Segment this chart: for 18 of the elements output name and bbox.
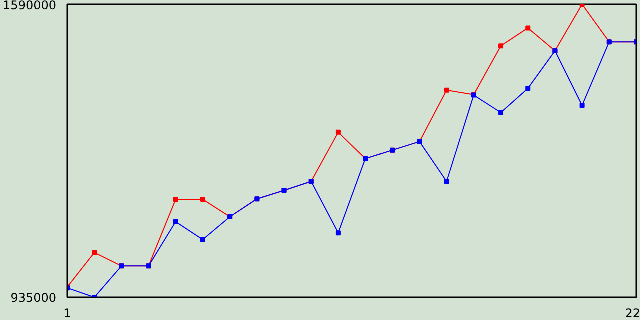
- point: [444, 88, 450, 93]
- y-tick-label: 1590000: [3, 0, 57, 12]
- point: [173, 197, 178, 202]
- point: [173, 219, 178, 224]
- point: [336, 130, 341, 135]
- point: [580, 103, 585, 108]
- point: [92, 250, 98, 256]
- point: [336, 230, 341, 236]
- x-tick-label: 1: [64, 306, 72, 320]
- point: [526, 26, 531, 31]
- point: [200, 197, 206, 202]
- point: [200, 237, 206, 242]
- point: [444, 179, 450, 184]
- point: [498, 110, 504, 116]
- y-tick-label: 935000: [10, 291, 57, 305]
- point: [498, 44, 504, 49]
- x-tick-label: 22: [625, 306, 640, 320]
- point: [526, 86, 531, 92]
